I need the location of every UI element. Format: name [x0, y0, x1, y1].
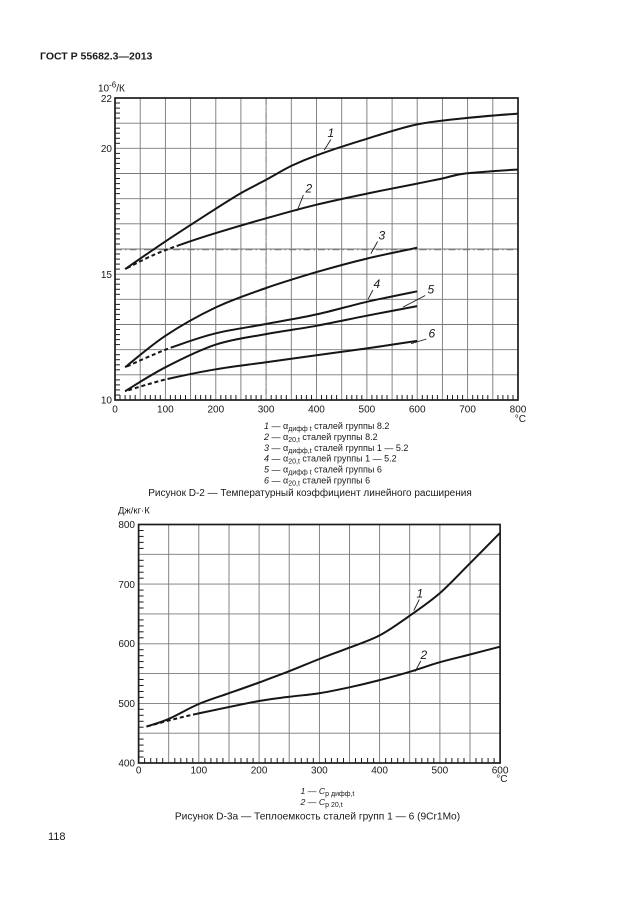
svg-text:800: 800 — [510, 405, 527, 416]
svg-text:400: 400 — [308, 405, 325, 416]
svg-text:°C: °C — [496, 774, 507, 785]
svg-text:100: 100 — [157, 405, 174, 416]
svg-text:10-6/К: 10-6/К — [98, 81, 125, 95]
svg-text:0: 0 — [112, 405, 118, 416]
svg-text:5 — αдифф t сталей группы 6: 5 — αдифф t сталей группы 6 — [264, 465, 382, 477]
svg-text:200: 200 — [207, 405, 224, 416]
svg-text:300: 300 — [311, 766, 328, 777]
svg-text:700: 700 — [459, 405, 476, 416]
svg-text:ГОСТ Р 55682.3—2013: ГОСТ Р 55682.3—2013 — [40, 51, 153, 63]
svg-text:4: 4 — [374, 277, 381, 291]
svg-text:3: 3 — [379, 229, 386, 243]
svg-text:800: 800 — [118, 520, 135, 531]
svg-text:3 — αдифф,t сталей группы 1 —: 3 — αдифф,t сталей группы 1 — 5.2 — [264, 443, 408, 455]
svg-text:600: 600 — [118, 639, 135, 650]
svg-text:300: 300 — [258, 405, 275, 416]
svg-text:1: 1 — [417, 587, 424, 601]
svg-text:Рисунок D-3а — Теплоемкость ст: Рисунок D-3а — Теплоемкость сталей групп… — [175, 812, 460, 823]
svg-text:2: 2 — [305, 182, 313, 196]
svg-text:200: 200 — [251, 766, 268, 777]
svg-text:500: 500 — [432, 766, 449, 777]
svg-text:600: 600 — [409, 405, 426, 416]
svg-text:6: 6 — [429, 327, 436, 341]
svg-text:1 — Cp дифф,t: 1 — Cp дифф,t — [301, 786, 355, 798]
svg-text:500: 500 — [118, 699, 135, 710]
svg-text:10: 10 — [101, 396, 113, 407]
svg-text:2: 2 — [420, 648, 428, 662]
svg-text:Рисунок D-2 — Температурный ко: Рисунок D-2 — Температурный коэффициент … — [148, 487, 472, 499]
svg-text:1: 1 — [328, 126, 335, 140]
svg-text:2 — α20,t сталей группы 8.2: 2 — α20,t сталей группы 8.2 — [263, 432, 378, 444]
svg-text:°C: °C — [515, 414, 526, 425]
svg-text:600: 600 — [492, 766, 509, 777]
svg-text:1 — αдифф t сталей группы 8.2: 1 — αдифф t сталей группы 8.2 — [264, 421, 389, 433]
svg-text:400: 400 — [118, 759, 135, 770]
svg-text:22: 22 — [101, 94, 113, 105]
svg-text:6 — α20,t сталей группы 6: 6 — α20,t сталей группы 6 — [264, 476, 370, 488]
svg-text:15: 15 — [101, 270, 113, 281]
svg-text:Дж/кг·К: Дж/кг·К — [118, 506, 150, 517]
svg-text:500: 500 — [359, 405, 376, 416]
svg-text:5: 5 — [428, 283, 435, 297]
svg-text:700: 700 — [118, 580, 135, 591]
svg-text:118: 118 — [48, 831, 66, 843]
svg-text:4 — α20,t сталей группы 1 — 5.: 4 — α20,t сталей группы 1 — 5.2 — [264, 454, 397, 466]
svg-text:100: 100 — [190, 766, 207, 777]
svg-text:0: 0 — [136, 766, 142, 777]
svg-text:2 — Cp 20,t: 2 — Cp 20,t — [300, 797, 343, 809]
svg-text:20: 20 — [101, 144, 113, 155]
svg-text:400: 400 — [371, 766, 388, 777]
